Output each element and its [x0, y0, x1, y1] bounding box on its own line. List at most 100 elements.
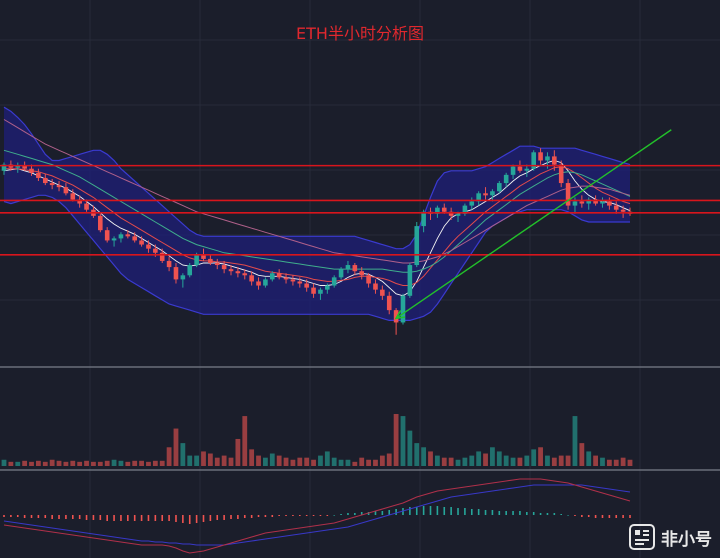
candle-body	[104, 230, 110, 241]
candle-body	[304, 283, 309, 288]
volume-bar	[490, 447, 495, 466]
macd-histogram-bar	[216, 515, 219, 520]
trend-line	[394, 129, 672, 320]
volume-bar	[434, 455, 440, 466]
candle-body	[455, 213, 461, 216]
candle-body	[15, 165, 21, 168]
volume-bar	[565, 455, 571, 466]
chart-title: ETH半小时分析图	[296, 24, 424, 43]
macd-histogram-bar	[601, 515, 604, 518]
volume-bar	[70, 460, 76, 466]
macd-histogram-bar	[23, 515, 26, 518]
candle-body	[125, 234, 131, 237]
volume-bar	[572, 416, 578, 466]
volume-bar	[483, 453, 488, 466]
volume-bar	[545, 455, 550, 466]
macd-histogram-bar	[594, 515, 597, 518]
macd-histogram-bar	[629, 515, 631, 518]
volume-bar	[132, 460, 138, 466]
volume-bar	[448, 457, 454, 466]
volume-bar	[35, 460, 41, 466]
volume-bar	[441, 457, 447, 466]
volume-bar	[63, 461, 69, 466]
macd-histogram-bar	[484, 510, 487, 515]
candle-body	[469, 201, 475, 206]
volume-bar	[627, 459, 633, 466]
volume-bar	[476, 451, 482, 466]
candle-body	[290, 279, 296, 282]
volume-bar	[428, 451, 433, 466]
candle-body	[435, 207, 440, 214]
volume-bar	[125, 461, 131, 466]
macd-histogram-bar	[354, 513, 356, 515]
candle-body	[620, 209, 626, 212]
candle-body	[173, 267, 179, 280]
volume-bar	[558, 455, 564, 466]
volume-bar	[15, 461, 21, 466]
candle-body	[524, 168, 530, 171]
volume-bar	[373, 459, 378, 466]
candle-body	[283, 277, 289, 280]
candle-body	[132, 236, 138, 241]
feixiaohao-logo-icon	[629, 524, 655, 550]
macd-dea-line	[3, 484, 631, 546]
macd-histogram-bar	[312, 515, 315, 516]
candle-body	[269, 273, 275, 280]
volume-bar	[159, 460, 165, 466]
candle-body	[558, 164, 564, 184]
macd-histogram-bar	[140, 515, 143, 521]
macd-histogram-bar	[457, 508, 459, 515]
volume-bar	[606, 459, 612, 466]
candle-body	[600, 201, 605, 204]
macd-histogram-bar	[175, 515, 177, 522]
bollinger-band	[3, 106, 631, 321]
macd-histogram-bar	[491, 510, 494, 515]
volume-bar	[8, 461, 14, 466]
candle-body	[400, 295, 406, 323]
macd-histogram-bar	[10, 515, 12, 517]
candle-body	[187, 265, 193, 276]
volume-bar	[324, 451, 330, 466]
macd-histogram-bar	[257, 515, 260, 517]
macd-histogram-bar	[333, 515, 335, 516]
candle-body	[77, 199, 82, 204]
macd-histogram-bar	[16, 515, 19, 517]
volume-bar	[393, 414, 399, 466]
bollinger-lower	[3, 194, 630, 321]
macd-histogram-bar	[553, 513, 556, 515]
candle-body	[338, 269, 344, 278]
candle-body	[552, 156, 557, 165]
watermark-text: 非小号	[661, 529, 712, 550]
candle-body	[263, 279, 268, 286]
macd-histogram-bar	[574, 515, 576, 516]
volume-bar	[180, 443, 186, 466]
candle-body	[331, 277, 337, 286]
candle-body	[393, 310, 399, 323]
volume-bars	[1, 414, 633, 466]
volume-bar	[77, 461, 83, 466]
volume-bar	[201, 451, 206, 466]
candle-body	[98, 215, 103, 231]
macd-histogram-bar	[567, 515, 569, 516]
volume-bar	[462, 457, 468, 466]
macd-histogram-bar	[360, 512, 363, 515]
volume-bar	[118, 460, 124, 466]
macd-histogram-bar	[429, 506, 432, 515]
candle-body	[414, 226, 420, 266]
volume-bar	[318, 455, 323, 466]
macd-histogram-bar	[608, 515, 611, 518]
candle-body	[242, 273, 248, 276]
moving-average-line	[3, 149, 631, 273]
volume-bar	[600, 457, 605, 466]
volume-bar	[503, 455, 509, 466]
macd-histogram-bar	[587, 515, 590, 517]
volume-bar	[283, 457, 289, 466]
candle-body	[572, 201, 578, 206]
macd-histogram-bar	[237, 515, 239, 519]
volume-bar	[49, 459, 55, 466]
candle-body	[84, 203, 89, 210]
candle-body	[111, 238, 117, 241]
candle-body	[22, 165, 27, 169]
macd-histogram-bar	[44, 515, 47, 518]
